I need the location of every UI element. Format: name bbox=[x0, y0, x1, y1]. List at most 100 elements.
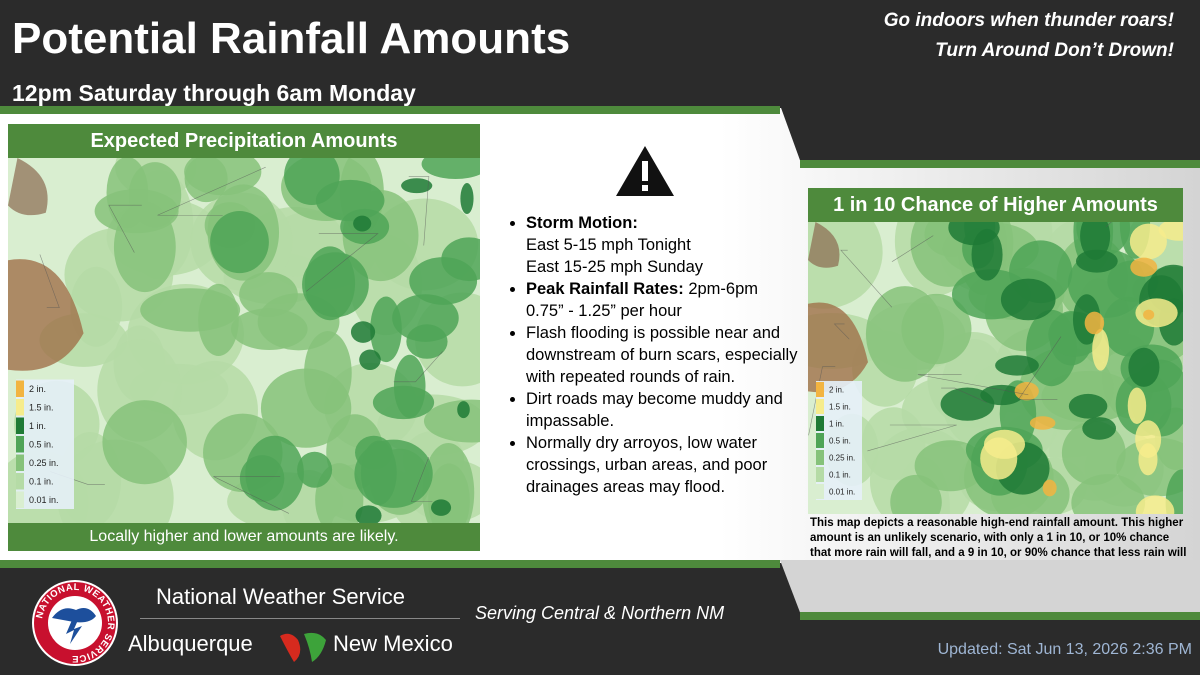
separator bbox=[140, 618, 460, 619]
legend-label: 0.25 in. bbox=[829, 454, 855, 463]
legend-label: 0.5 in. bbox=[829, 437, 851, 446]
precip-map: 2 in. 1.5 in. 1 in. 0.5 in. 0.25 in. 0.1 in. 0… bbox=[8, 158, 480, 523]
accent-stripe bbox=[800, 612, 1200, 620]
rain-area bbox=[140, 288, 241, 332]
nws-logo: NATIONAL WEATHER SERVICE bbox=[32, 580, 118, 666]
bullet-list: Storm Motion: East 5-15 mph Tonight East 1… bbox=[500, 212, 800, 498]
bullet-text: 2pm-6pm bbox=[688, 280, 759, 298]
legend-label: 0.01 in. bbox=[829, 488, 855, 497]
bullet: Peak Rainfall Rates: 2pm-6pm 0.75” - 1.25… bbox=[526, 278, 800, 322]
rain-area bbox=[421, 158, 480, 179]
rain-area bbox=[297, 451, 333, 488]
county-line bbox=[1105, 222, 1112, 227]
chile-green bbox=[304, 632, 326, 662]
rain-area bbox=[460, 183, 474, 215]
panel-caption: Locally higher and lower amounts are lik… bbox=[8, 523, 480, 551]
rain-area bbox=[113, 202, 176, 293]
legend-box bbox=[16, 379, 74, 509]
county-line bbox=[410, 457, 433, 502]
legend-swatch bbox=[16, 380, 24, 397]
legend-swatch bbox=[816, 467, 824, 482]
accent-stripe bbox=[0, 106, 780, 114]
legend-label: 1 in. bbox=[29, 421, 46, 431]
county-line bbox=[408, 176, 430, 246]
bullet: Dirt roads may become muddy and impassab… bbox=[526, 388, 800, 432]
bullet-line: East 5-15 mph Tonight bbox=[526, 236, 691, 254]
legend-swatch bbox=[16, 436, 24, 453]
legend-label: 0.25 in. bbox=[29, 458, 59, 468]
accent-stripe bbox=[0, 560, 780, 568]
rain-area bbox=[359, 349, 381, 370]
rain-area bbox=[1127, 387, 1147, 425]
rain-area bbox=[354, 439, 433, 508]
rain-area bbox=[184, 158, 228, 203]
county-line bbox=[1017, 336, 1062, 400]
county-line bbox=[157, 166, 266, 216]
rain-area bbox=[1128, 347, 1160, 387]
county-line bbox=[306, 233, 379, 292]
title: Potential Rainfall Amounts bbox=[12, 14, 571, 63]
county-line bbox=[393, 351, 443, 383]
rain-area bbox=[409, 257, 478, 305]
legend-label: 1 in. bbox=[829, 420, 844, 429]
bullet: Flash flooding is possible near and down… bbox=[526, 322, 800, 388]
legend-swatch bbox=[16, 473, 24, 490]
rain-area bbox=[1068, 393, 1108, 419]
legend-swatch bbox=[816, 484, 824, 499]
high-end-map: 2 in. 1.5 in. 1 in. 0.5 in. 0.25 in. 0.1 in. 0… bbox=[808, 222, 1183, 514]
legend-label: 0.1 in. bbox=[829, 471, 851, 480]
logo-cloud bbox=[52, 608, 96, 623]
warning-dot bbox=[642, 185, 648, 191]
updated-time: Updated: Sat Jun 13, 2026 2:36 PM bbox=[937, 641, 1192, 658]
terrain bbox=[808, 302, 868, 393]
service-area: Serving Central & Northern NM bbox=[475, 603, 725, 623]
rain-area bbox=[1130, 257, 1158, 277]
legend-swatch bbox=[16, 399, 24, 416]
rain-area bbox=[245, 435, 304, 511]
footer-extension bbox=[780, 560, 1200, 615]
slogan: Turn Around Don’t Drown! bbox=[935, 40, 1174, 61]
legend-swatch bbox=[16, 417, 24, 434]
chile-red bbox=[280, 633, 301, 662]
bullet-line: East 15-25 mph Sunday bbox=[526, 258, 704, 276]
rain-area bbox=[980, 437, 1018, 480]
legend-label: 1.5 in. bbox=[29, 402, 54, 412]
county-line bbox=[917, 374, 1029, 396]
legend-swatch bbox=[816, 450, 824, 465]
rain-area bbox=[1082, 417, 1117, 440]
bullet: Storm Motion: East 5-15 mph Tonight East 1… bbox=[526, 212, 800, 278]
organization: National Weather Service bbox=[156, 584, 406, 609]
rain-area bbox=[350, 321, 376, 343]
rain-area bbox=[1129, 223, 1167, 260]
county-line bbox=[867, 424, 957, 452]
rain-area bbox=[353, 215, 372, 232]
bullet-text: Flash flooding is possible near and down… bbox=[526, 324, 798, 386]
legend-label: 2 in. bbox=[29, 384, 46, 394]
legend-swatch bbox=[816, 433, 824, 448]
county-line bbox=[941, 387, 987, 403]
rain-area bbox=[355, 505, 382, 523]
rain-area bbox=[260, 368, 352, 448]
bullet-heading: Storm Motion: bbox=[526, 214, 638, 232]
bullet-text: Dirt roads may become muddy and impassab… bbox=[526, 390, 783, 430]
rain-area bbox=[995, 355, 1039, 376]
panel-title: Expected Precipitation Amounts bbox=[8, 124, 480, 158]
bullet: Normally dry arroyos, low water crossing… bbox=[526, 432, 800, 498]
legend-swatch bbox=[816, 399, 824, 414]
rain-area bbox=[304, 246, 356, 321]
county-line bbox=[213, 476, 290, 514]
rain-area bbox=[457, 401, 470, 419]
rain-area bbox=[210, 211, 269, 274]
rain-area bbox=[1014, 382, 1039, 401]
legend-swatch bbox=[816, 416, 824, 431]
chile-icon bbox=[280, 632, 326, 662]
legend-swatch bbox=[16, 491, 24, 508]
logo-bolt bbox=[66, 620, 82, 644]
office-city: Albuquerque bbox=[128, 631, 253, 656]
rain-area bbox=[1135, 298, 1178, 328]
legend-label: 1.5 in. bbox=[829, 403, 851, 412]
rain-area bbox=[1084, 311, 1105, 335]
county-line bbox=[808, 366, 836, 436]
